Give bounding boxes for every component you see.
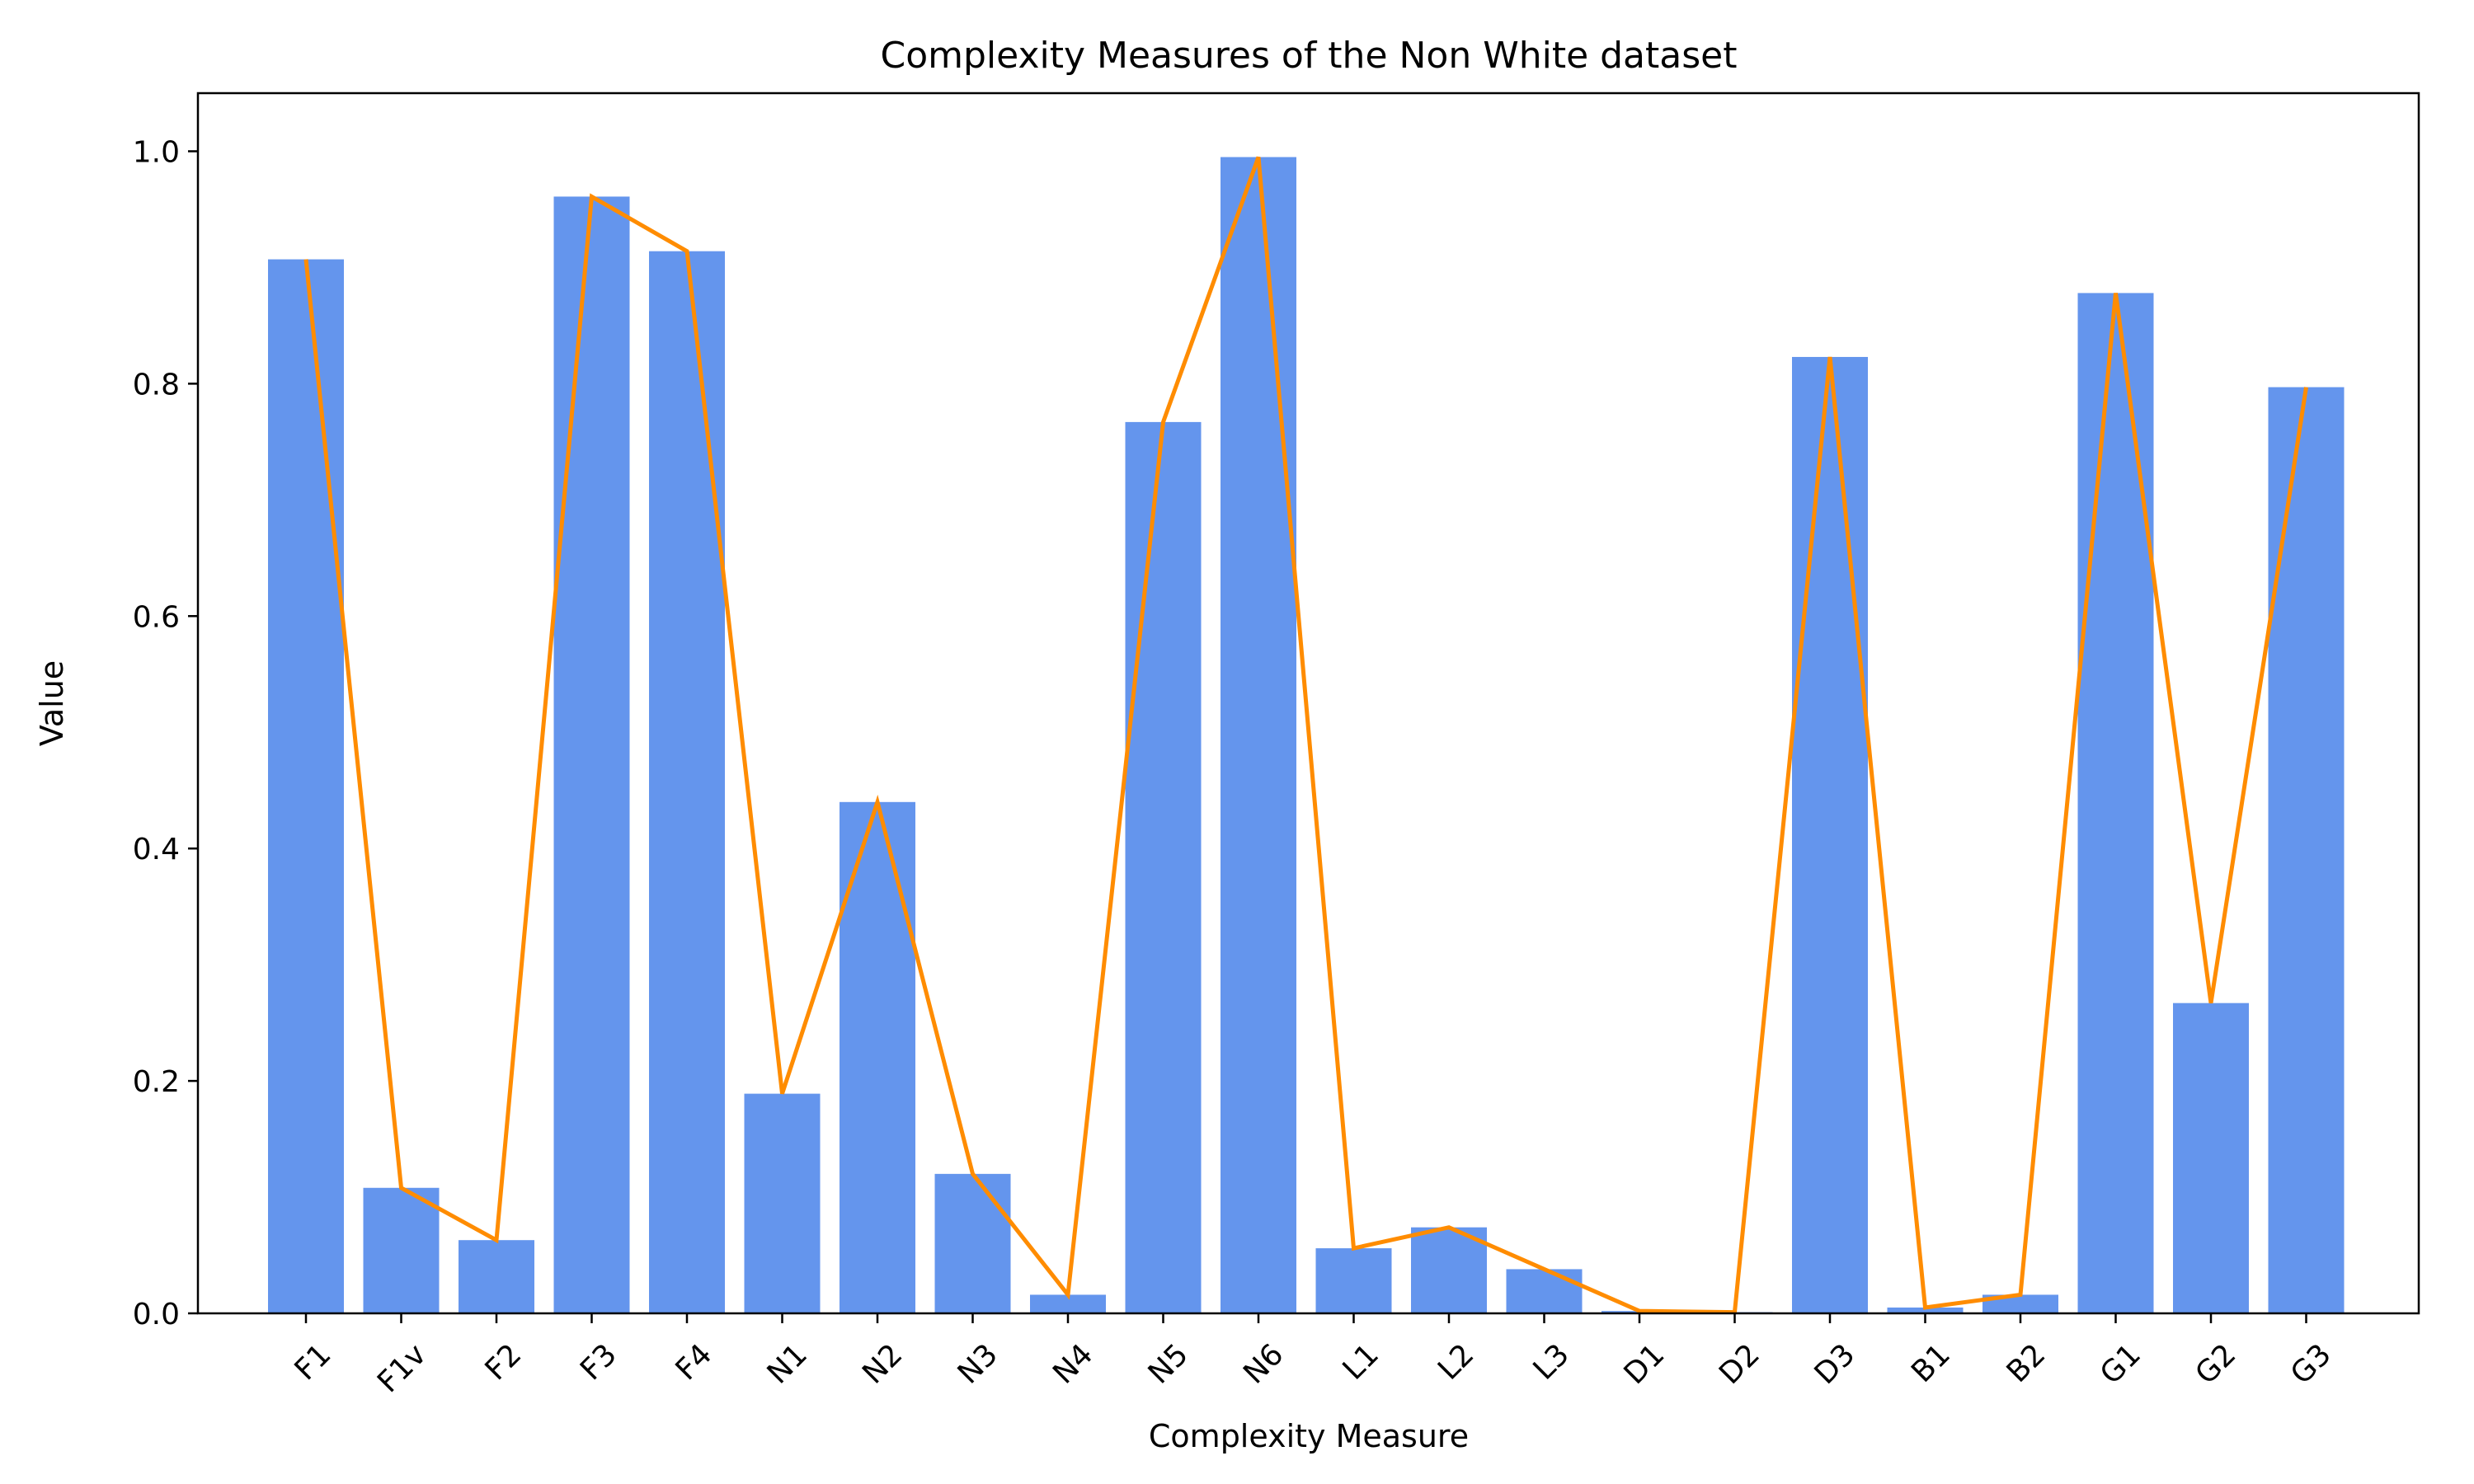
x-tick-label-d3: D3	[1808, 1337, 1862, 1391]
x-tick-label-n3: N3	[952, 1337, 1004, 1390]
y-tick-label: 0.2	[133, 1065, 180, 1099]
x-tick-label-b2: B2	[2001, 1337, 2053, 1389]
bar-n5	[1125, 421, 1202, 1313]
bar-b1	[1887, 1307, 1964, 1313]
bar-f1	[268, 259, 344, 1313]
y-axis: 0.0 0.2 0.4 0.6 0.8 1.0	[133, 135, 198, 1331]
x-tick-label-n5: N5	[1142, 1337, 1195, 1390]
value-line	[303, 156, 2308, 1315]
x-tick-label-n2: N2	[856, 1337, 909, 1390]
x-tick-label-l1: L1	[1337, 1337, 1385, 1386]
bar-l3	[1506, 1269, 1583, 1313]
y-tick-label: 0.6	[133, 600, 180, 634]
x-tick-label-f3: F3	[574, 1337, 623, 1387]
x-tick-label-l2: L2	[1432, 1337, 1480, 1386]
bar-n2	[840, 801, 915, 1313]
x-tick-label-n1: N1	[761, 1337, 814, 1390]
y-tick-label: 1.0	[133, 135, 180, 169]
bar-f1v	[363, 1187, 440, 1313]
x-tick-label-g1: G1	[2094, 1337, 2147, 1391]
x-tick-label-l3: L3	[1527, 1337, 1576, 1386]
y-tick-label: 0.0	[133, 1298, 180, 1331]
x-axis: F1 F1v F2 F3 F4 N1 N2 N3 N4 N5 N6 L1 L2 L3 D1 D2 D3 B1 B2 G…	[289, 1313, 2338, 1399]
bar-l1	[1315, 1248, 1392, 1313]
bar-n4	[1030, 1294, 1106, 1313]
bar-f3	[553, 196, 630, 1313]
bar-g1	[2077, 293, 2154, 1313]
x-tick-label-f1: F1	[289, 1337, 338, 1387]
y-tick-label: 0.4	[133, 833, 180, 866]
x-tick-label-d2: D2	[1713, 1337, 1766, 1391]
bar-n3	[934, 1173, 1011, 1313]
chart-title: Complexity Measures of the Non White dat…	[881, 35, 1738, 77]
x-tick-label-d1: D1	[1618, 1337, 1672, 1391]
bar-f2	[459, 1240, 534, 1313]
plot-frame	[196, 92, 2420, 1315]
x-tick-label-g2: G2	[2189, 1337, 2243, 1391]
x-tick-label-n4: N4	[1047, 1337, 1099, 1390]
y-tick-label: 0.8	[133, 368, 180, 402]
y-axis-label: Value	[34, 660, 70, 746]
x-tick-label-f2: F2	[479, 1337, 529, 1387]
bar-g3	[2268, 387, 2345, 1314]
bar-f4	[649, 251, 725, 1313]
x-tick-label-f1v: F1v	[371, 1337, 433, 1399]
x-tick-label-b1: B1	[1905, 1337, 1957, 1389]
bar-b2	[1982, 1294, 2058, 1313]
x-tick-label-f4: F4	[670, 1337, 719, 1387]
x-tick-label-g3: G3	[2284, 1337, 2338, 1391]
bar-g2	[2173, 1003, 2249, 1313]
x-axis-label: Complexity Measure	[1149, 1418, 1469, 1454]
bar-l2	[1411, 1227, 1487, 1313]
bar-n1	[744, 1093, 821, 1313]
bar-n6	[1221, 157, 1296, 1313]
bars-group	[268, 157, 2345, 1314]
x-tick-label-n6: N6	[1237, 1337, 1290, 1390]
bar-d3	[1792, 356, 1868, 1313]
